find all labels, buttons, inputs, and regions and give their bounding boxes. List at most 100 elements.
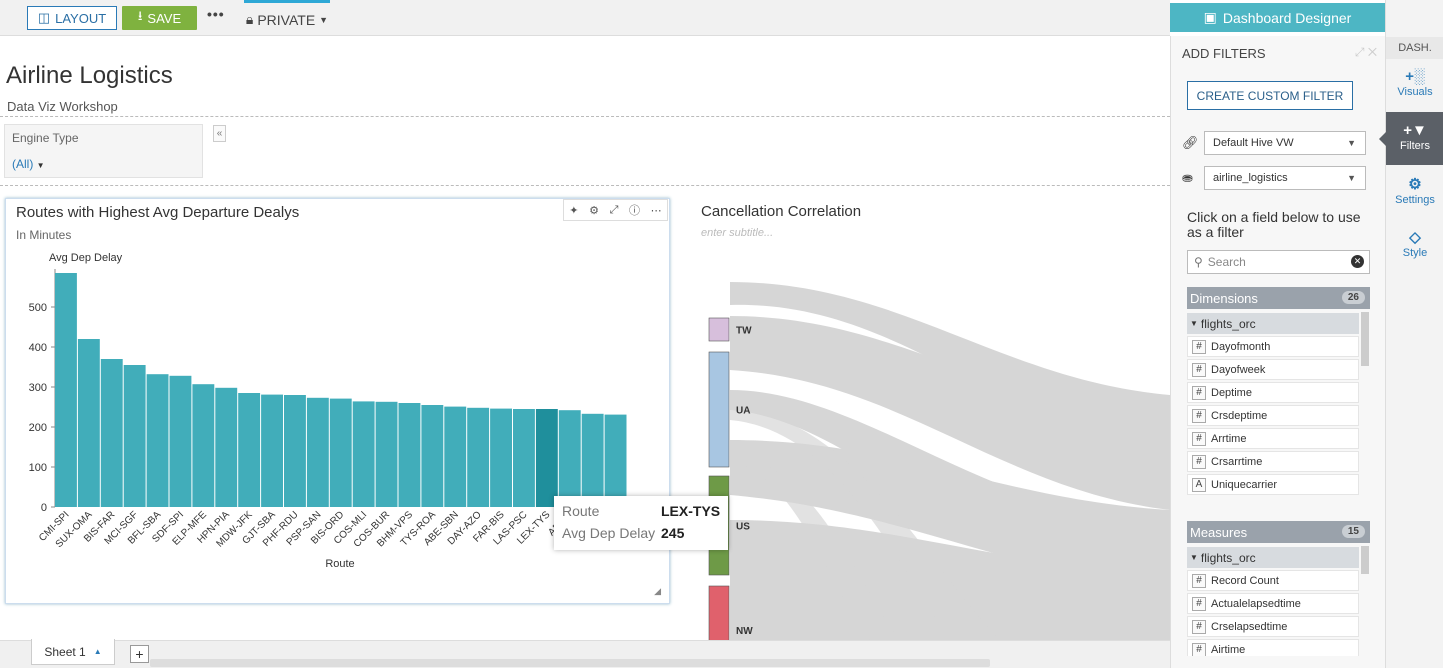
horizontal-scrollbar[interactable] (150, 659, 990, 667)
bar[interactable] (238, 393, 261, 507)
clear-search-icon[interactable]: ✕ (1351, 255, 1364, 268)
designer-side-nav: DASH. +░ Visuals +▼ Filters ⚙ Settings ◇… (1379, 0, 1443, 668)
engine-type-filter[interactable]: Engine Type (All) ▼ (4, 124, 203, 178)
side-nav-visuals[interactable]: +░ Visuals (1386, 68, 1443, 104)
dataset-select[interactable]: airline_logistics ▼ (1204, 166, 1366, 190)
field-item[interactable]: # Deptime (1187, 382, 1359, 403)
panel-controls: ⤢ ✕ (1355, 45, 1377, 60)
expand-icon[interactable]: ⤢ (609, 203, 619, 216)
field-item[interactable]: # Dayofmonth (1187, 336, 1359, 357)
dashboard-subtitle[interactable]: Data Viz Workshop (7, 99, 118, 114)
bar[interactable] (261, 394, 283, 507)
side-nav-filters[interactable]: +▼ Filters (1379, 112, 1443, 165)
save-button[interactable]: ⭳ SAVE (122, 6, 197, 30)
bar[interactable] (329, 398, 352, 507)
bar[interactable] (284, 395, 306, 507)
bar[interactable] (77, 339, 100, 507)
expand-icon[interactable]: ⤢ (1354, 45, 1365, 59)
side-nav-settings[interactable]: ⚙ Settings (1386, 175, 1443, 211)
more-icon[interactable]: ⋯ (650, 204, 662, 217)
layout-button[interactable]: ◫ LAYOUT (27, 6, 117, 30)
field-item[interactable]: # Record Count (1187, 570, 1359, 591)
filter-value[interactable]: (All) ▼ (12, 157, 45, 171)
bar[interactable] (215, 387, 238, 507)
numeric-type-icon: # (1192, 619, 1206, 634)
privacy-dropdown[interactable]: 🔒︎ PRIVATE ▼ (244, 0, 330, 36)
bar[interactable] (123, 365, 146, 507)
y-tick-label: 0 (41, 502, 47, 514)
bar[interactable] (444, 406, 467, 507)
sheet-bar: Sheet 1 ▲ + (0, 639, 1170, 668)
field-item[interactable]: # Dayofweek (1187, 359, 1359, 380)
bar[interactable] (146, 374, 169, 507)
bar[interactable] (306, 397, 329, 507)
field-item[interactable]: # Crsarrtime (1187, 451, 1359, 472)
connection-select[interactable]: Default Hive VW ▼ (1204, 131, 1366, 155)
sankey-node[interactable] (708, 585, 730, 640)
bar[interactable] (558, 410, 581, 507)
sankey-flow (730, 410, 1000, 640)
dimension-group-header[interactable]: ▼ flights_orc (1187, 313, 1359, 334)
bar-chart-visual[interactable]: Routes with Highest Avg Departure Dealys… (5, 198, 670, 604)
field-item[interactable]: A Uniquecarrier (1187, 474, 1359, 495)
add-sheet-button[interactable]: + (130, 645, 149, 663)
layout-label: LAYOUT (55, 10, 107, 26)
dimensions-count: 26 (1341, 291, 1365, 304)
field-item[interactable]: # Airtime (1187, 639, 1359, 656)
measures-header[interactable]: Measures 15 (1187, 521, 1370, 543)
add-filters-panel: ADD FILTERS ⤢ ✕ CREATE CUSTOM FILTER 🔗︎ … (1170, 36, 1385, 668)
sheet-tab[interactable]: Sheet 1 ▲ (31, 639, 115, 665)
y-tick-label: 500 (29, 302, 47, 314)
numeric-type-icon: # (1192, 454, 1206, 469)
y-tick-label: 200 (29, 422, 47, 434)
bar[interactable] (581, 413, 604, 507)
bar[interactable] (421, 405, 444, 507)
sheet-tab-label: Sheet 1 (44, 644, 86, 659)
dimensions-scrollbar[interactable] (1361, 312, 1369, 366)
bar[interactable] (398, 403, 421, 507)
caret-down-icon: ▼ (319, 14, 329, 25)
sankey-node[interactable] (708, 317, 730, 342)
caret-down-icon: ▼ (1347, 173, 1356, 183)
dashboard-icon: ▣ (1203, 9, 1217, 25)
bar[interactable] (55, 273, 77, 507)
bar[interactable] (490, 408, 512, 507)
more-options-button[interactable]: ••• (207, 6, 225, 22)
field-item[interactable]: # Actualelapsedtime (1187, 593, 1359, 614)
sankey-flow (730, 316, 1170, 510)
collapse-filters-button[interactable]: « (213, 125, 226, 142)
field-item[interactable]: # Crselapsedtime (1187, 616, 1359, 637)
bar[interactable] (535, 409, 558, 507)
info-icon[interactable]: ⓘ (629, 205, 641, 217)
bar[interactable] (467, 407, 490, 507)
bar[interactable] (604, 414, 627, 507)
side-nav-style[interactable]: ◇ Style (1386, 228, 1443, 264)
sparkle-icon[interactable]: ✦ (569, 204, 579, 217)
dashboard-title[interactable]: Airline Logistics (6, 62, 173, 89)
field-search-input[interactable]: ⚲ Search ✕ (1187, 250, 1370, 274)
bar[interactable] (375, 401, 398, 507)
field-item[interactable]: # Crsdeptime (1187, 405, 1359, 426)
create-custom-filter-button[interactable]: CREATE CUSTOM FILTER (1187, 81, 1353, 110)
close-icon[interactable]: ✕ (1367, 45, 1377, 59)
measures-list: ▼ flights_orc # Record Count # Actualelapse… (1171, 546, 1386, 656)
resize-handle-icon[interactable]: ◢ (654, 586, 661, 596)
dashboard-designer-header[interactable]: ▣ Dashboard Designer (1170, 3, 1385, 32)
bar[interactable] (192, 384, 215, 507)
sankey-node[interactable] (708, 351, 730, 468)
numeric-type-icon: # (1192, 642, 1206, 656)
measure-group-header[interactable]: ▼ flights_orc (1187, 547, 1359, 568)
bar[interactable] (513, 409, 535, 507)
sankey-flows (730, 282, 1170, 640)
bar[interactable] (169, 375, 192, 507)
bar[interactable] (352, 401, 375, 507)
field-item[interactable]: # Arrtime (1187, 428, 1359, 449)
bar[interactable] (100, 359, 123, 507)
bar-chart: Avg Dep Delay0100200300400500CMI-SPISUX-… (29, 252, 627, 570)
dimensions-header[interactable]: Dimensions 26 (1187, 287, 1370, 309)
gear-icon[interactable]: ⚙ (589, 204, 599, 217)
visual-subtitle-2[interactable]: enter subtitle... (701, 227, 774, 239)
measures-scrollbar[interactable] (1361, 546, 1369, 574)
dash-tab[interactable]: DASH. (1386, 37, 1443, 59)
caret-up-icon[interactable]: ▲ (93, 647, 102, 656)
